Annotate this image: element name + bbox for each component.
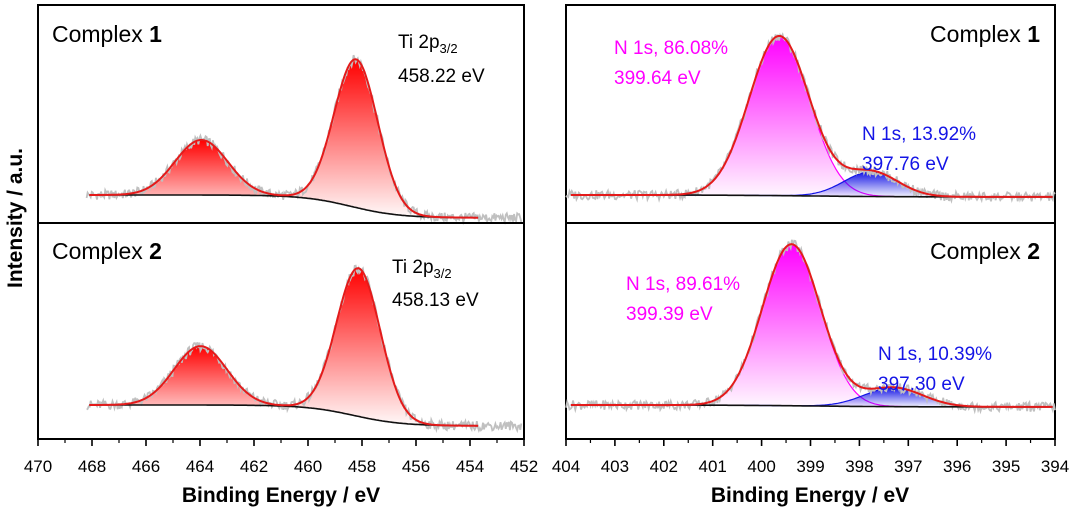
ti-peak-label: Ti 2p3/2 [392,257,452,281]
n-main-energy: 399.64 eV [614,68,701,89]
x-axis-left: 470 468 466 464 462 460 458 456 454 452 [24,439,538,476]
x-tick-label: 460 [294,457,322,476]
x-tick-label: 398 [845,457,873,476]
n-main-label: N 1s, 86.08% [614,38,728,59]
x-tick-label: 462 [240,457,268,476]
left-column: Complex 1 Ti 2p3/2 458.22 eV Complex 2 T… [24,4,538,507]
n-peak-1-area [570,244,1053,407]
x-tick-label: 397 [894,457,922,476]
x-tick-label: 403 [601,457,629,476]
x-tick-label: 395 [992,457,1020,476]
n-minor-energy: 397.30 eV [878,374,965,395]
x-tick-label: 458 [348,457,376,476]
n-main-energy: 399.39 eV [626,304,713,325]
panel-title: Complex 1 [52,21,162,47]
n-minor-energy: 397.76 eV [862,154,949,175]
ti-peak-2-area [89,346,479,426]
x-tick-label: 468 [78,457,106,476]
n-main-label: N 1s, 89.61% [626,274,740,295]
ti-peak-2-area [89,139,479,218]
panel-n-complex-2: Complex 2 N 1s, 89.61% 399.39 eV N 1s, 1… [565,222,1056,440]
x-tick-label: 394 [1041,457,1069,476]
x-axis-title-left: Binding Energy / eV [182,484,380,507]
x-tick-label: 400 [747,457,775,476]
x-tick-label: 470 [24,457,52,476]
panel-title: Complex 2 [930,238,1040,264]
panel-title: Complex 2 [52,238,162,264]
x-tick-label: 399 [796,457,824,476]
panel-title: Complex 1 [930,21,1040,47]
x-tick-label: 452 [510,457,538,476]
x-tick-label: 466 [132,457,160,476]
x-tick-label: 402 [650,457,678,476]
fit-envelope-line [89,58,479,219]
x-tick-label: 401 [699,457,727,476]
fit-envelope-line [89,267,479,427]
ti-peak-energy: 458.13 eV [392,290,479,311]
right-column: Complex 1 N 1s, 86.08% 399.64 eV N 1s, 1… [552,4,1069,507]
ti-peak-energy: 458.22 eV [398,66,485,87]
y-axis-title: Intensity / a.u. [4,148,27,288]
x-tick-label: 456 [402,457,430,476]
fit-envelope-line [570,243,1053,408]
x-axis-title-right: Binding Energy / eV [711,484,909,507]
x-tick-label: 396 [943,457,971,476]
n-minor-label: N 1s, 13.92% [862,124,976,145]
n-peak-2-area [570,387,1053,407]
x-tick-label: 404 [552,457,580,476]
n-minor-label: N 1s, 10.39% [878,344,992,365]
x-axis-right: 404 403 402 401 400 399 398 397 396 395 394 [552,439,1069,476]
ti-peak-1-area [89,59,479,218]
ti-peak-label: Ti 2p3/2 [398,32,458,56]
panel-ti-complex-2: Complex 2 Ti 2p3/2 458.13 eV [37,222,525,440]
x-tick-label: 464 [186,457,214,476]
ti-peak-1-area [89,268,479,426]
panel-n-complex-1: Complex 1 N 1s, 86.08% 399.64 eV N 1s, 1… [565,4,1056,224]
n-peak-1-area [570,36,1053,197]
fit-envelope-line [570,35,1053,198]
panel-ti-complex-1: Complex 1 Ti 2p3/2 458.22 eV [37,4,525,226]
x-tick-label: 454 [456,457,484,476]
